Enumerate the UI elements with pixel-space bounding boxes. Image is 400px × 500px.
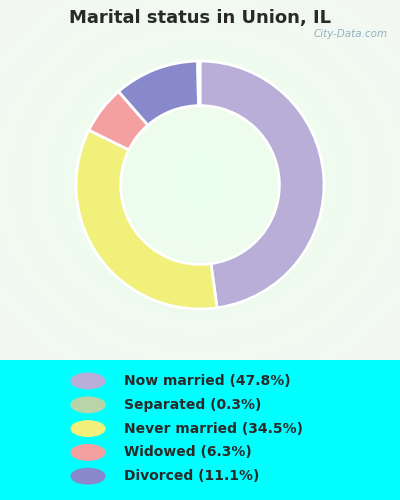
Text: Divorced (11.1%): Divorced (11.1%)	[124, 469, 259, 483]
Ellipse shape	[70, 420, 106, 437]
Wedge shape	[118, 61, 198, 125]
Ellipse shape	[70, 396, 106, 413]
Ellipse shape	[70, 468, 106, 484]
Wedge shape	[200, 61, 324, 308]
Text: Never married (34.5%): Never married (34.5%)	[124, 422, 303, 436]
Ellipse shape	[70, 372, 106, 390]
Text: Now married (47.8%): Now married (47.8%)	[124, 374, 291, 388]
Ellipse shape	[70, 444, 106, 461]
Text: Marital status in Union, IL: Marital status in Union, IL	[69, 9, 331, 27]
Wedge shape	[89, 92, 148, 150]
Text: Widowed (6.3%): Widowed (6.3%)	[124, 446, 252, 460]
Text: Separated (0.3%): Separated (0.3%)	[124, 398, 261, 412]
Wedge shape	[76, 130, 217, 309]
Text: City-Data.com: City-Data.com	[314, 29, 388, 39]
Wedge shape	[198, 61, 200, 106]
